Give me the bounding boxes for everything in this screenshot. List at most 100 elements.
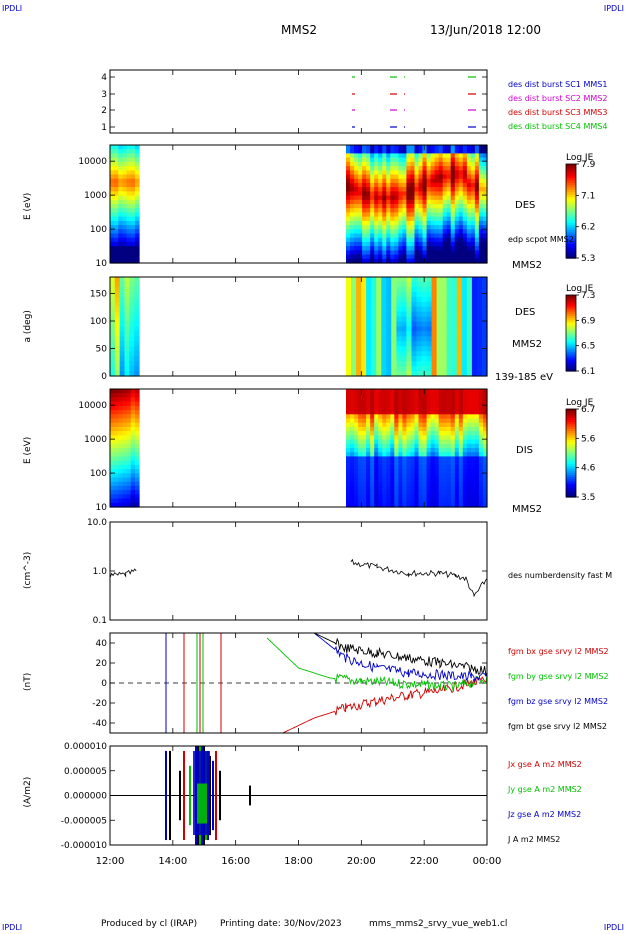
des-pitch-colorbar-segment (566, 319, 576, 323)
time-axis-label-0: 12:00 (96, 856, 125, 867)
des-energy-ytick-label: 10 (96, 259, 108, 269)
des-energy-colorbar-segment (566, 239, 576, 243)
des-energy-colorbar-segment (566, 168, 576, 172)
des-energy-ytick-label: 100 (90, 225, 107, 235)
des-pitch-ylabel: a (deg) (23, 310, 33, 342)
des-pitch-colorbar-segment (566, 314, 576, 317)
des-energy-colorbar-segment (566, 164, 576, 167)
dis-energy-colorbar-title: Log JE (566, 398, 594, 408)
dis-energy-colorbar-segment (566, 409, 576, 412)
dis-energy-colorbar-segment (566, 442, 576, 445)
des-energy-colorbar-segment (566, 192, 576, 196)
dis-energy-ylabel: E (eV) (23, 437, 33, 464)
des-pitch-label: DES (515, 307, 535, 318)
des-pitch-colorbar-segment (566, 355, 576, 359)
des-pitch-colorbar-segment (566, 359, 576, 363)
des-energy-image (110, 145, 488, 264)
des-pitch-colorbar-segment (566, 365, 576, 368)
burst-ytick-label: 4 (101, 73, 107, 83)
dis-energy-colorbar-segment (566, 413, 576, 417)
time-axis-label-2: 16:00 (221, 856, 250, 867)
dis-energy-colorbar-segment (566, 446, 576, 450)
des-energy-colorbar-segment (566, 243, 576, 247)
des-pitch-colorbar-segment (566, 344, 576, 347)
dis-energy-colorbar-segment (566, 422, 576, 425)
dis-energy-image (110, 389, 488, 508)
dis-energy-ytick-label: 1000 (84, 435, 107, 445)
dis-energy-colorbar-segment (566, 459, 576, 463)
des-pitch-colorbar-segment (566, 331, 576, 334)
page-title: MMS2 (281, 23, 317, 37)
footer-produced-by: Produced by cl (IRAP) (101, 919, 198, 929)
dis-energy-ytick-label: 100 (90, 469, 107, 479)
des-energy-colorbar-segment (566, 236, 576, 240)
bfield-ytick-label: 40 (96, 639, 108, 649)
des-pitch-colorbar-segment (566, 308, 576, 311)
bfield-ytick-label: -40 (92, 719, 107, 729)
corner-label-bl: IPDLI (2, 923, 23, 932)
des-energy-colorbar-segment (566, 208, 576, 212)
dis-energy-colorbar-segment (566, 477, 576, 480)
dis-energy-colorbar-segment (566, 417, 576, 421)
des-energy-colorbar-segment (566, 194, 576, 198)
time-axis-label-6: 00:00 (473, 856, 502, 867)
bfield-legend-2: fgm by gse srvy l2 MMS2 (508, 672, 609, 681)
current-spikes (165, 746, 251, 845)
des-pitch-colorbar-segment (566, 300, 576, 304)
footer-file: mms_mms2_srvy_vue_web1.cl (369, 919, 508, 929)
des-pitch-colorbar-frame (565, 294, 577, 372)
des-pitch-colorbar-segment (566, 329, 576, 332)
corner-label-tl: IPDLI (2, 4, 23, 13)
dis-energy-colorbar-segment (566, 464, 576, 467)
des-pitch-colorbar-segment (566, 315, 576, 319)
current-burst-band-jy (197, 783, 207, 824)
des-pitch-colorbar-segment (566, 321, 576, 325)
current-ytick-label: 0.000000 (64, 792, 107, 802)
current-ytick-label: 0.000010 (64, 742, 107, 752)
des-energy-colorbar-segment (566, 201, 576, 205)
des-pitch-colorbar-segment (566, 312, 576, 315)
density-series-line (109, 568, 137, 578)
des-pitch-image (110, 277, 488, 377)
des-pitch-label3: 139-185 eV (495, 372, 553, 383)
dis-energy-ytick-label: 10000 (78, 401, 107, 411)
des-energy-label: DES (515, 200, 535, 211)
dis-energy-colorbar-segment (566, 420, 576, 423)
dis-energy-colorbar-segment (566, 433, 576, 436)
bfield-legend-3: fgm bz gse srvy l2 MMS2 (508, 697, 608, 706)
time-axis-label-5: 22:00 (410, 856, 439, 867)
bfield-ytick-label: 0 (101, 679, 107, 689)
dis-energy-colorbar-segment (566, 435, 576, 439)
dis-energy-colorbar-tick-label: 4.6 (581, 464, 596, 474)
des-energy-colorbar-segment (566, 215, 576, 219)
des-pitch-colorbar-segment (566, 334, 576, 338)
time-axis-label-1: 14:00 (158, 856, 187, 867)
des-pitch-colorbar-segment (566, 357, 576, 361)
des-energy-colorbar-segment (566, 187, 576, 191)
burst-ytick-label: 1 (101, 123, 107, 133)
des-energy-colorbar-segment (566, 222, 576, 226)
bfield-series-line-3 (313, 633, 487, 683)
dis-energy-colorbar-segment (566, 457, 576, 461)
des-energy-colorbar-segment (566, 213, 576, 217)
dis-energy-colorbar-segment (566, 428, 576, 432)
des-pitch-colorbar-segment (566, 361, 576, 364)
burst-legend-4: des dist burst SC4 MMS4 (508, 122, 607, 131)
time-axis-label-4: 20:00 (347, 856, 376, 867)
des-energy-colorbar-segment (566, 255, 576, 259)
des-pitch-colorbar-segment (566, 327, 576, 330)
des-pitch-colorbar-segment (566, 350, 576, 353)
dis-energy-ytick-label: 10 (96, 503, 108, 513)
dis-energy-colorbar-segment (566, 431, 576, 434)
dis-energy-colorbar-segment (566, 455, 576, 458)
des-energy-colorbar-segment (566, 246, 576, 250)
dis-energy-colorbar-segment (566, 472, 576, 476)
des-energy-colorbar-segment (566, 234, 576, 238)
des-energy-colorbar-segment (566, 189, 576, 193)
dis-energy-colorbar-segment (566, 492, 576, 496)
des-energy-colorbar-segment (566, 166, 576, 170)
des-energy-colorbar-segment (566, 250, 576, 254)
des-energy-label2: edp scpot MMS2 (508, 235, 574, 244)
des-energy-colorbar-segment (566, 232, 576, 236)
